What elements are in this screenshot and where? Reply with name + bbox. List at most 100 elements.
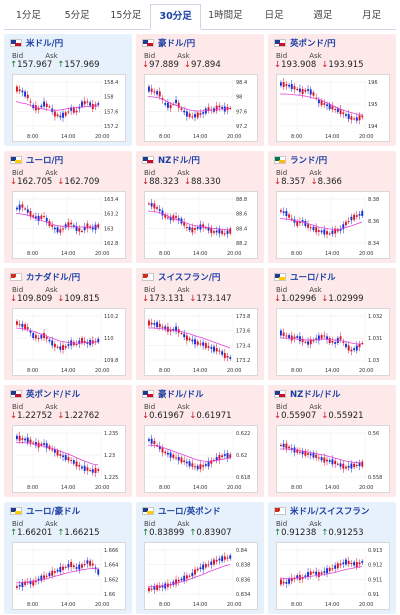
ask-value: 88.330 [191, 177, 221, 187]
candle-body [312, 92, 315, 96]
pair-name[interactable]: 英ポンド/円 [290, 39, 336, 49]
tab-7[interactable]: 月足 [362, 10, 382, 21]
pair-name[interactable]: ランド/円 [290, 156, 328, 166]
pair-name[interactable]: ユーロ/ドル [290, 273, 336, 283]
bid-label: Bid [144, 403, 156, 411]
price-chart[interactable]: 163.4 163.2 163 162.8 8:00 14:00 20:00 [12, 191, 126, 259]
pair-name[interactable]: ユーロ/豪ドル [26, 507, 81, 517]
price-chart[interactable]: 8.38 8.36 8.34 8:00 14:00 20:00 [276, 191, 390, 259]
currency-card[interactable]: ユーロ/円 Bid Ask ↓162.705 ↓162.709 163.4 163… [4, 151, 132, 263]
x-tick-label: 20:00 [227, 368, 241, 374]
pair-name[interactable]: カナダドル/円 [26, 273, 81, 283]
price-chart[interactable]: 98.4 98 97.6 97.2 8:00 14:00 20:00 [144, 74, 258, 142]
price-chart[interactable]: 158.4 158 157.6 157.2 8:00 14:00 20:00 [12, 74, 126, 142]
candle-body [345, 466, 347, 469]
currency-card[interactable]: 米ドル/円 Bid Ask ↑157.967 ↑157.969 158.4 158… [4, 34, 132, 146]
pair-name[interactable]: 米ドル/スイスフラン [290, 507, 370, 517]
x-tick-label: 14:00 [325, 368, 339, 374]
candle-body [191, 572, 194, 577]
candle-body [358, 462, 361, 467]
bid-label: Bid [276, 520, 288, 528]
candle-body [350, 563, 353, 564]
currency-card[interactable]: 米ドル/スイスフラン Bid Ask ↑0.91238 ↑0.91253 0.9… [268, 502, 396, 614]
pair-name[interactable]: ユーロ/円 [26, 156, 64, 166]
currency-card[interactable]: 豪ドル/ドル Bid Ask ↓0.61967 ↓0.61971 0.622 0.… [136, 385, 264, 497]
tab-2[interactable]: 15分足 [110, 10, 142, 21]
currency-card[interactable]: 英ポンド/円 Bid Ask ↓193.908 ↓193.915 196 195 1… [268, 34, 396, 146]
price-chart[interactable]: 1.032 1.031 1.03 8:00 14:00 20:00 [276, 308, 390, 376]
tab-0[interactable]: 1分足 [15, 10, 41, 21]
bid-value: 162.705 [17, 177, 53, 187]
candle-body [45, 575, 48, 577]
candle-body [75, 567, 78, 569]
pair-name[interactable]: 豪ドル/ドル [158, 390, 204, 400]
candle-body [312, 452, 315, 458]
price-chart[interactable]: 0.913 0.912 0.911 0.91 8:00 14:00 20:00 [276, 542, 390, 610]
candle-body [296, 221, 299, 226]
price-chart[interactable]: 196 195 194 8:00 14:00 20:00 [276, 74, 390, 142]
ask-value: 1.02999 [328, 294, 364, 304]
candle-body [312, 226, 315, 231]
pair-name[interactable]: 英ポンド/ドル [26, 390, 81, 400]
candle-body [24, 208, 27, 210]
currency-card[interactable]: 豪ドル/円 Bid Ask ↓97.889 ↓97.894 98.4 98 97.6… [136, 34, 264, 146]
tab-4[interactable]: 1時間足 [208, 10, 243, 21]
candle-body [213, 346, 215, 352]
candle-body [202, 342, 205, 346]
pair-name[interactable]: NZドル/ドル [290, 390, 341, 400]
candle-body [86, 342, 89, 344]
pair-name[interactable]: 豪ドル/円 [158, 39, 196, 49]
quote-values: ↓1.02996 ↓1.02999 [274, 294, 364, 304]
pair-name[interactable]: ユーロ/英ポンド [158, 507, 221, 517]
price-chart[interactable]: 0.84 0.838 0.836 0.834 8:00 14:00 20:00 [144, 542, 258, 610]
ask-value: 0.83907 [196, 528, 232, 538]
bid-label: Bid [12, 52, 24, 60]
y-tick-label: 88.2 [236, 241, 247, 247]
candle-body [53, 227, 56, 230]
price-chart[interactable]: 110.2 110 109.8 8:00 14:00 20:00 [12, 308, 126, 376]
ask-label: Ask [309, 52, 322, 60]
candle-body [326, 104, 328, 107]
candle-body [175, 457, 177, 459]
price-chart[interactable]: 1.666 1.664 1.662 1.66 8:00 14:00 20:00 [12, 542, 126, 610]
currency-card[interactable]: ランド/円 Bid Ask ↓8.357 ↓8.366 8.38 8.36 8.34… [268, 151, 396, 263]
price-labels: Bid Ask [12, 286, 58, 294]
currency-card[interactable]: ユーロ/豪ドル Bid Ask ↑1.66201 ↑1.66215 1.666 1… [4, 502, 132, 614]
x-tick-label: 14:00 [325, 251, 339, 257]
currency-card[interactable]: ユーロ/ドル Bid Ask ↓1.02996 ↓1.02999 1.032 1.… [268, 268, 396, 380]
arrow-up-icon: ↑ [57, 528, 65, 538]
candle-body [59, 115, 62, 118]
price-chart[interactable]: 88.8 88.6 88.4 88.2 8:00 14:00 20:00 [144, 191, 258, 259]
y-tick-label: 1.03 [368, 358, 379, 364]
candle-body [194, 228, 196, 230]
tab-5[interactable]: 日足 [264, 10, 284, 21]
price-chart[interactable]: 173.8 173.6 173.4 173.2 8:00 14:00 20:00 [144, 308, 258, 376]
pair-name[interactable]: スイスフラン/円 [158, 273, 221, 283]
candle-body [172, 454, 175, 458]
currency-card[interactable]: NZドル/ドル Bid Ask ↓0.55907 ↓0.55921 0.56 0.… [268, 385, 396, 497]
candle-body [51, 340, 54, 346]
currency-card[interactable]: ユーロ/英ポンド Bid Ask ↑0.83899 ↑0.83907 0.84 0… [136, 502, 264, 614]
currency-card[interactable]: 英ポンド/ドル Bid Ask ↓1.22752 ↓1.22762 1.235 1… [4, 385, 132, 497]
price-chart[interactable]: 0.622 0.62 0.618 8:00 14:00 20:00 [144, 425, 258, 493]
price-chart[interactable]: 1.235 1.23 1.225 8:00 14:00 20:00 [12, 425, 126, 493]
candle-body [223, 353, 226, 358]
tab-1[interactable]: 5分足 [64, 10, 90, 21]
tab-6[interactable]: 週足 [313, 10, 333, 21]
tab-3[interactable]: 30分足 [150, 4, 201, 30]
currency-card[interactable]: スイスフラン/円 Bid Ask ↓173.131 ↓173.147 173.8… [136, 268, 264, 380]
candle-body [320, 230, 323, 233]
pair-name[interactable]: 米ドル/円 [26, 39, 64, 49]
bid-value: 193.908 [281, 60, 317, 70]
ask-value: 157.969 [64, 60, 100, 70]
candle-body [317, 230, 320, 232]
candle-body [282, 82, 285, 87]
currency-card[interactable]: NZドル/円 Bid Ask ↓88.323 ↓88.330 88.8 88.6 8… [136, 151, 264, 263]
candle-body [81, 466, 83, 469]
price-chart[interactable]: 0.56 0.558 8:00 14:00 20:00 [276, 425, 390, 493]
currency-card[interactable]: カナダドル/円 Bid Ask ↓109.809 ↓109.815 110.2 1… [4, 268, 132, 380]
candle-body [353, 562, 356, 566]
x-tick-label: 20:00 [95, 134, 109, 140]
pair-name[interactable]: NZドル/円 [158, 156, 200, 166]
candle-body [288, 446, 291, 449]
